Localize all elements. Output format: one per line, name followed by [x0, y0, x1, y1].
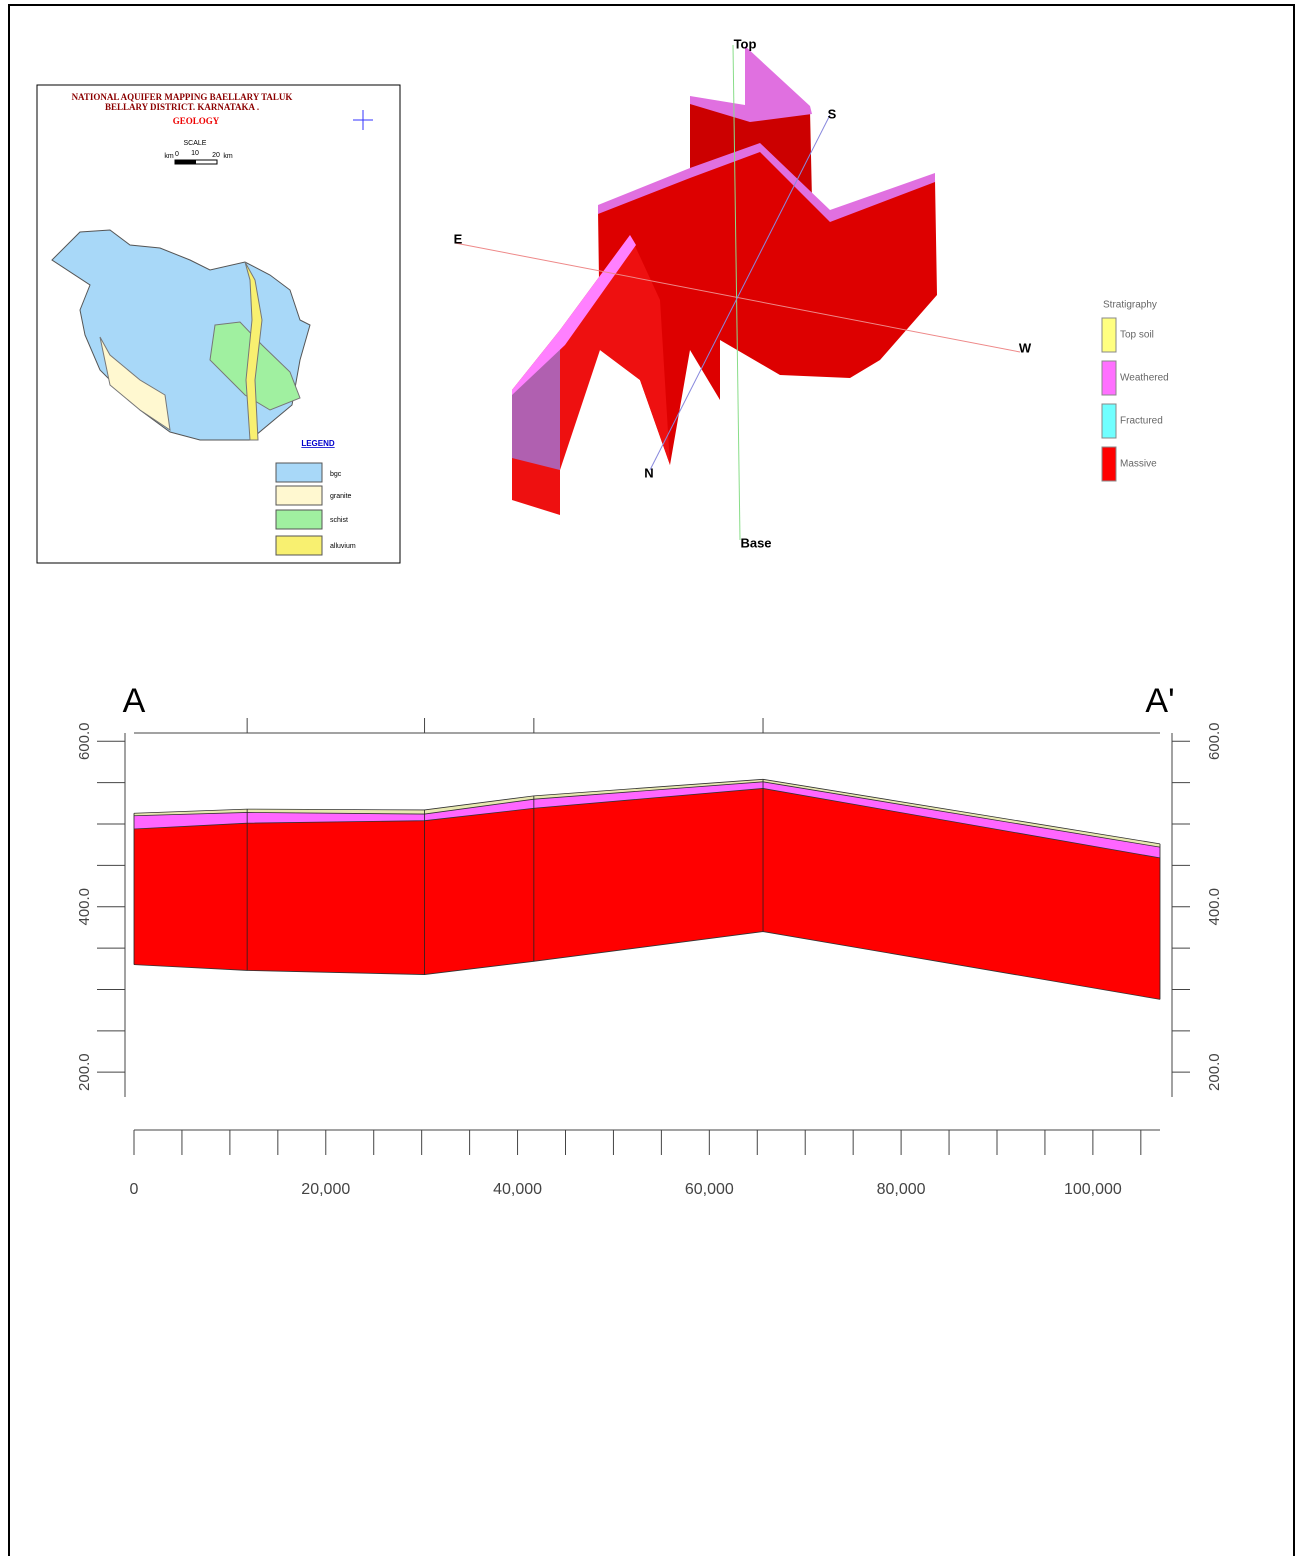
x-tick-label: 20,000 [301, 1181, 350, 1198]
legend-label: Top soil [1120, 330, 1154, 341]
scale-bar [175, 160, 196, 164]
scale-label: 20 [212, 152, 220, 159]
x-tick-label: 80,000 [877, 1181, 926, 1198]
map-title: BELLARY DISTRICT. KARNATAKA . [105, 102, 259, 112]
legend-title: Stratigraphy [1103, 300, 1157, 311]
x-tick-label: 40,000 [493, 1181, 542, 1198]
map-legend-title: LEGEND [301, 439, 335, 448]
legend-swatch [276, 510, 322, 529]
legend-label: schist [330, 517, 348, 524]
legend-swatch [1102, 447, 1116, 481]
axis-label: S [828, 106, 837, 121]
map-subtitle: GEOLOGY [173, 116, 220, 126]
y-tick-label: 400.0 [1206, 888, 1223, 926]
legend-swatch [1102, 361, 1116, 395]
geology-map: NATIONAL AQUIFER MAPPING BAELLARY TALUK … [37, 85, 400, 563]
legend-label: granite [330, 493, 352, 500]
scale-label: km [164, 153, 174, 160]
scale-label: km [223, 153, 233, 160]
axis-label: W [1019, 340, 1032, 355]
legend-label: alluvium [330, 543, 356, 550]
legend-swatch [1102, 404, 1116, 438]
scale-title: SCALE [184, 140, 207, 147]
axis-label: E [454, 231, 463, 246]
legend: Top soil Weathered Fractured Massive [1102, 318, 1169, 481]
x-tick-label: 60,000 [685, 1181, 734, 1198]
x-tick-label: 100,000 [1064, 1181, 1122, 1198]
y-tick-label: 200.0 [76, 1053, 93, 1091]
section-label: A [123, 682, 146, 720]
legend-label: Massive [1120, 459, 1157, 470]
axis-label: Base [740, 535, 771, 550]
section-label: A' [1145, 682, 1174, 720]
scale-label: 0 [175, 151, 179, 158]
legend-label: Fractured [1120, 416, 1163, 427]
legend-label: bgc [330, 471, 342, 478]
legend-swatch [276, 486, 322, 505]
section-chart: A A' 200.0 400.0 600.0 200.0 400.0 600.0 0 20,000… [76, 682, 1223, 1198]
x-tick-label: 0 [130, 1181, 139, 1198]
fence-panel [512, 340, 560, 470]
fence-diagram: Top S E W N Base Stratigraphy Top soil We… [454, 36, 1169, 550]
y-tick-label: 400.0 [76, 888, 93, 926]
legend-swatch [276, 463, 322, 482]
axis-label: Top [734, 36, 757, 51]
scale-label: 10 [191, 150, 199, 157]
legend-swatch [276, 536, 322, 555]
page: NATIONAL AQUIFER MAPPING BAELLARY TALUK … [0, 0, 1303, 1556]
legend-swatch [1102, 318, 1116, 352]
map-title: NATIONAL AQUIFER MAPPING BAELLARY TALUK [72, 92, 293, 102]
y-tick-label: 200.0 [1206, 1053, 1223, 1091]
y-tick-label: 600.0 [1206, 722, 1223, 760]
axis-label: N [644, 465, 653, 480]
legend-label: Weathered [1120, 373, 1169, 384]
y-tick-label: 600.0 [76, 722, 93, 760]
